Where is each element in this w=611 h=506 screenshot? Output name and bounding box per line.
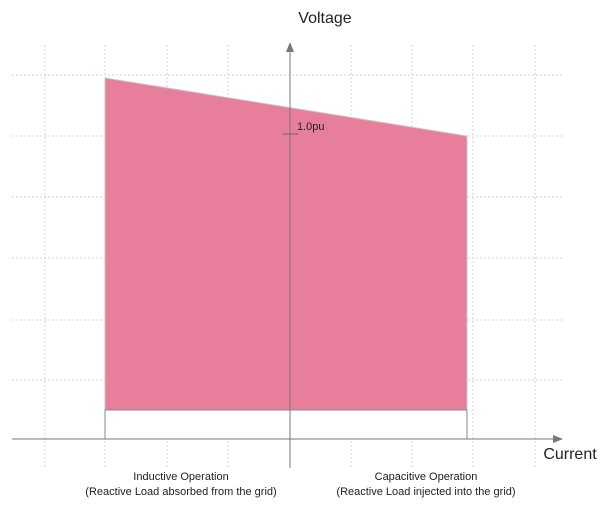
region-subtitle: (Reactive Load injected into the grid) bbox=[336, 486, 515, 498]
x-axis-label: Current bbox=[543, 446, 597, 463]
region-subtitle: (Reactive Load absorbed from the grid) bbox=[85, 486, 276, 498]
operating-region bbox=[104, 77, 468, 411]
region-title: Inductive Operation bbox=[133, 471, 228, 483]
reference-label: 1.0pu bbox=[297, 121, 325, 133]
base-band bbox=[104, 409, 468, 440]
y-axis-label: Voltage bbox=[298, 10, 351, 27]
axis-arrow bbox=[286, 42, 294, 52]
region-title: Capacitive Operation bbox=[375, 471, 478, 483]
axis-arrow bbox=[553, 435, 563, 443]
